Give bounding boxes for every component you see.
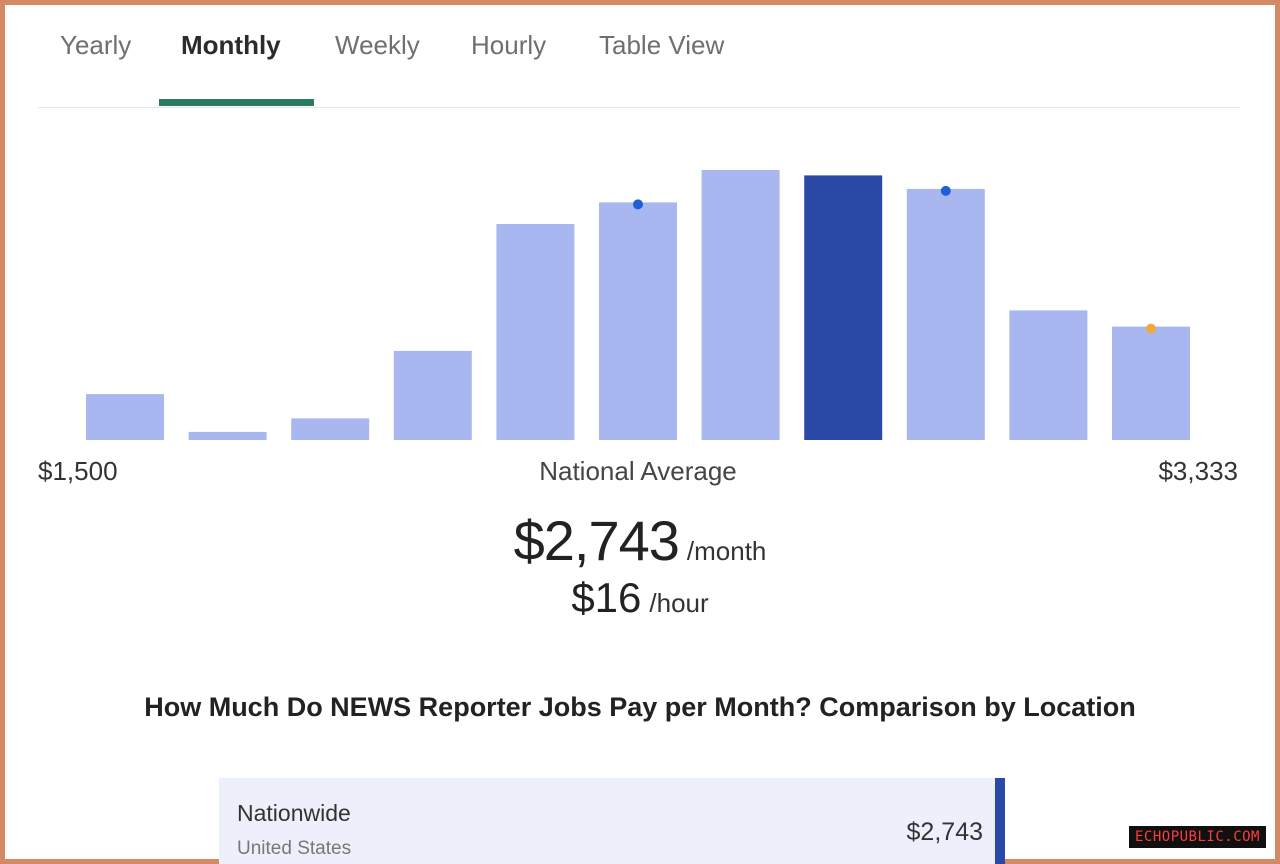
location-name: Nationwide [237,800,351,826]
chart-max-label: $3,333 [1158,456,1238,486]
hourly-unit: /hour [649,588,709,618]
bar[interactable] [906,188,985,440]
bar[interactable] [291,418,370,440]
tab-yearly[interactable]: Yearly [60,30,132,60]
watermark: ECHOPUBLIC.COM [1129,826,1266,848]
monthly-summary: $2,743/month [0,508,1280,573]
salary-distribution-chart [86,170,1190,440]
section-title: How Much Do NEWS Reporter Jobs Pay per M… [144,692,1136,722]
chart-min-label: $1,500 [38,456,118,486]
bar[interactable] [496,224,575,440]
bar-highlighted[interactable] [804,175,883,440]
bar[interactable] [188,431,267,440]
bar[interactable] [599,202,677,440]
active-tab-indicator [159,99,314,106]
bar-marker-dot [633,199,643,210]
tab-weekly[interactable]: Weekly [335,30,420,60]
tab-monthly[interactable]: Monthly [181,30,281,60]
location-value: $2,743 [906,818,983,846]
bar[interactable] [393,350,472,440]
bar[interactable] [86,394,164,440]
hourly-summary: $16/hour [0,574,1280,622]
chart-center-label: National Average [539,456,737,486]
bar-marker-dot [940,185,951,196]
bar[interactable] [1112,326,1190,440]
location-accent-bar [995,778,1005,864]
monthly-amount: $2,743 [513,509,680,572]
tab-hourly[interactable]: Hourly [471,30,547,60]
bar[interactable] [1009,310,1088,440]
tab-table-view[interactable]: Table View [599,30,725,60]
hourly-amount: $16 [571,574,642,621]
monthly-unit: /month [686,536,767,566]
location-subtitle: United States [237,838,352,859]
bar[interactable] [701,170,780,440]
location-card-nationwide[interactable]: Nationwide United States $2,743 [219,778,1005,864]
bar-marker-dot [1146,323,1156,334]
pay-period-tabs: Yearly Monthly Weekly Hourly Table View [38,0,1240,108]
